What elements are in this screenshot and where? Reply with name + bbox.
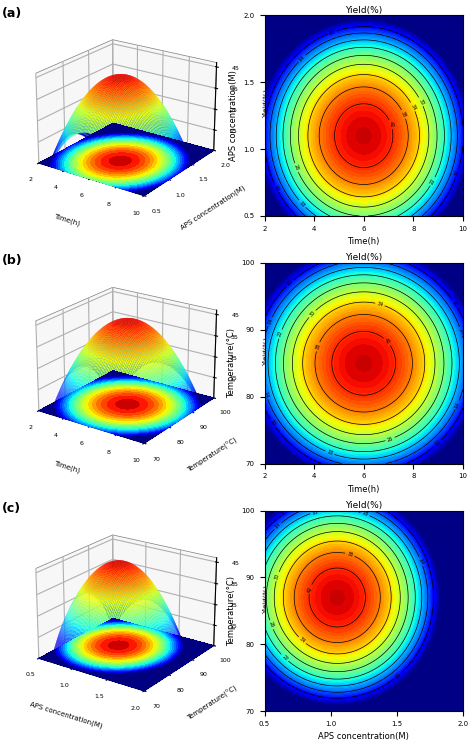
Y-axis label: Temperature(°C): Temperature(°C) [186,436,239,474]
Text: 30: 30 [418,98,425,105]
Text: 26: 26 [268,621,275,629]
Text: 14: 14 [298,55,306,63]
Title: Yield(%): Yield(%) [345,500,383,509]
Text: 30: 30 [274,573,281,580]
Title: Yield(%): Yield(%) [345,253,383,262]
Text: 10: 10 [328,28,336,36]
X-axis label: APS concentration(M): APS concentration(M) [29,701,103,729]
Text: 10: 10 [451,300,459,308]
Text: 10: 10 [434,439,442,447]
Text: 14: 14 [454,401,461,409]
Text: 26: 26 [386,436,394,442]
Text: 10: 10 [286,279,293,288]
Text: 18: 18 [298,199,306,208]
Text: (c): (c) [2,502,21,515]
Text: 42: 42 [383,338,391,346]
Text: 42: 42 [388,121,394,128]
Text: (a): (a) [2,7,22,19]
Y-axis label: Temperature(°C): Temperature(°C) [186,684,239,722]
Text: 34: 34 [298,636,306,645]
Text: 22: 22 [429,178,437,185]
Text: 18: 18 [361,510,369,518]
Text: 38: 38 [400,111,407,118]
Text: 14: 14 [458,328,465,335]
Text: 34: 34 [376,301,383,308]
Text: 22: 22 [277,330,284,338]
X-axis label: Time(h): Time(h) [347,485,380,494]
Text: 10: 10 [394,672,402,680]
Text: 14: 14 [274,522,282,530]
Text: 38: 38 [346,551,354,558]
Title: Yield(%): Yield(%) [345,5,383,14]
Y-axis label: Temperature(°C): Temperature(°C) [227,328,236,398]
Text: 14: 14 [418,557,424,565]
Text: 18: 18 [311,509,319,515]
Text: 10: 10 [454,169,461,176]
Text: 10: 10 [269,419,276,427]
Text: 14: 14 [266,317,273,325]
X-axis label: APS concentration(M): APS concentration(M) [318,733,409,742]
Text: 26: 26 [293,164,300,172]
Text: 34: 34 [409,103,417,111]
Text: 30: 30 [308,310,316,317]
Text: 38: 38 [314,343,321,350]
Y-axis label: Temperature(°C): Temperature(°C) [227,576,236,646]
Text: 10: 10 [281,509,289,517]
Text: (b): (b) [2,254,22,267]
X-axis label: Time(h): Time(h) [53,460,80,474]
Y-axis label: APS concentration(M): APS concentration(M) [179,185,246,231]
X-axis label: Time(h): Time(h) [53,212,80,226]
Text: 22: 22 [281,654,289,662]
Y-axis label: APS concentration(M): APS concentration(M) [229,70,238,161]
Text: 14: 14 [263,391,270,399]
Text: 42: 42 [307,586,313,593]
Text: 18: 18 [326,450,334,456]
Text: 10: 10 [273,184,280,192]
X-axis label: Time(h): Time(h) [347,238,380,247]
